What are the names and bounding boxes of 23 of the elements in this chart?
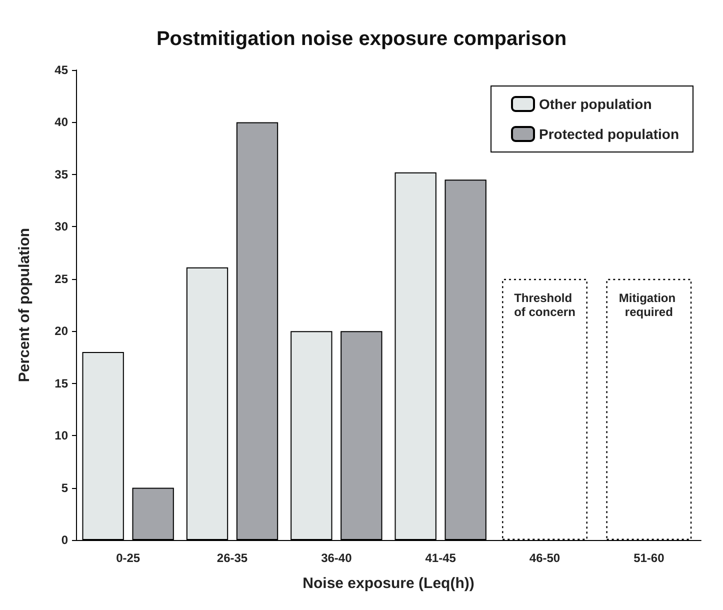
- x-tick-label: 41-45: [425, 551, 456, 565]
- legend-label: Protected population: [539, 126, 679, 142]
- y-tick-label: 45: [54, 63, 68, 77]
- y-tick-label: 10: [54, 428, 68, 443]
- y-tick-label: 35: [54, 167, 68, 182]
- y-tick-label: 15: [54, 376, 68, 390]
- x-tick-label: 51-60: [634, 551, 665, 565]
- y-axis-title: Percent of population: [16, 228, 33, 382]
- x-tick-label: 0-25: [116, 551, 140, 565]
- x-tick-label: 36-40: [321, 551, 352, 565]
- legend-label: Other population: [539, 96, 652, 112]
- annotation: Mitigation required: [618, 290, 679, 319]
- y-tick-label: 20: [54, 324, 68, 338]
- annotation: Threshold of concern: [514, 290, 576, 319]
- y-tick-label: 0: [61, 533, 68, 547]
- y-tick-label: 40: [54, 115, 68, 130]
- x-tick-label: 26-35: [216, 551, 248, 565]
- y-tick-label: 30: [54, 220, 68, 234]
- chart-title: Postmitigation noise exposure comparison: [156, 28, 567, 50]
- y-tick-label: 25: [54, 272, 68, 286]
- y-tick-label: 5: [61, 480, 68, 495]
- x-tick-label: 46-50: [529, 551, 560, 565]
- x-axis-title: Noise exposure (Leq(h)): [302, 575, 474, 592]
